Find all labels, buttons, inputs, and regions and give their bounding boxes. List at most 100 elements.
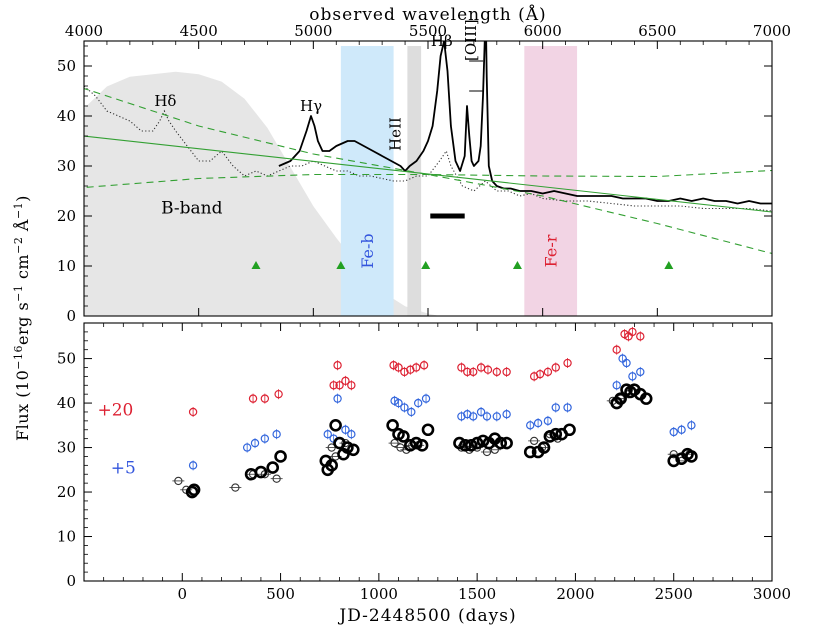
bband-flux-point: [549, 427, 563, 441]
band-flux-point: [421, 394, 431, 403]
band-flux-point: [612, 345, 621, 354]
bband-flux-point: [523, 445, 537, 459]
line-label: Hδ: [154, 92, 176, 110]
bband-label: B-band: [161, 199, 223, 219]
y-label-main: Flux (10: [13, 370, 32, 441]
series-layer: [84, 41, 772, 255]
band-flux-point: [323, 430, 332, 439]
band-flux-point: [260, 434, 270, 443]
bband-flux-point: [494, 436, 508, 450]
bottom-x-tick-label: 1500: [458, 585, 496, 603]
band-flux-point: [636, 332, 645, 341]
bband-flux-point: [347, 443, 360, 457]
continuum-window-marker: [251, 261, 261, 269]
band-flux-point: [469, 412, 478, 421]
light-curve-axes: 0 500 1000 1500 2000 2500 3000 0 10 20 30 40 50: [57, 322, 791, 603]
band-flux-point: [687, 421, 696, 430]
offset-label: +5: [111, 459, 136, 479]
band-flux-point: [188, 407, 198, 417]
band-label: Fe-r: [542, 234, 561, 267]
bband-flux-point: [341, 441, 354, 454]
band-flux-point: [463, 367, 472, 377]
offset-labels: +20 +5: [98, 401, 136, 479]
bottom-y-tick-label: 10: [57, 528, 76, 546]
band-flux-point: [502, 409, 511, 419]
band-flux-point: [394, 363, 403, 372]
band-label: Fe-b: [358, 233, 377, 268]
y-label-exp3: −2: [12, 237, 25, 254]
bband-flux-point: [470, 436, 484, 450]
band-flux-point: [469, 367, 478, 377]
bottom-x-tick-label: 1000: [360, 585, 398, 603]
bband-flux-point: [476, 434, 490, 448]
spectrum-series-0: [278, 41, 772, 205]
y-label-exp4: −1: [12, 202, 25, 219]
spectrum-panel: 4000 4500 5000 5500 6000 6500 700001020304050 …: [57, 4, 791, 325]
y-label-close: ): [13, 195, 32, 202]
band-flux-point: [612, 381, 621, 390]
band-flux-point: [242, 443, 252, 452]
bband-flux-point: [563, 423, 576, 437]
spectrum-annotations: Hδ Hγ HeII Hβ [OIII] Fe-b Fe-r B-band: [154, 19, 560, 268]
bottom-x-tick-label: 3000: [753, 585, 791, 603]
band-flux-point: [260, 394, 270, 403]
band-Fe-b: [340, 46, 394, 316]
heii-flux-point: [529, 436, 539, 446]
heii-flux-point: [490, 445, 499, 454]
y-label-units-c: Å: [12, 219, 32, 237]
top-x-tick-label: 6500: [638, 22, 676, 40]
continuum-window-marker: [664, 261, 674, 269]
band-flux-point: [492, 367, 501, 377]
bottom-y-tick-label: 50: [57, 350, 76, 368]
bband-flux-point: [185, 485, 199, 499]
band-flux-point: [457, 363, 466, 372]
top-y-tick-label: 30: [57, 157, 76, 175]
bband-flux-point: [266, 461, 280, 474]
bband-flux-point: [274, 450, 287, 463]
bband-flux-point: [614, 392, 627, 405]
bband-flux-point: [421, 423, 435, 437]
bottom-x-tick-label: 500: [266, 585, 295, 603]
spectrum-series-2: [84, 135, 772, 213]
bband-flux-point: [386, 419, 399, 432]
bband-flux-point: [543, 430, 557, 443]
bband-flux-point: [409, 436, 423, 450]
band-flux-point: [250, 438, 260, 448]
top-x-tick-label: 4500: [180, 22, 218, 40]
bband-flux-point: [639, 392, 653, 405]
top-y-tick-label: 50: [57, 57, 76, 75]
band-flux-point: [389, 361, 398, 370]
bband-flux-point: [464, 439, 478, 452]
band-flux-point: [677, 425, 686, 434]
top-y-tick-label: 20: [57, 207, 76, 225]
band-flux-point: [333, 361, 342, 370]
band-flux-point: [526, 421, 535, 430]
band-flux-point: [535, 369, 545, 379]
marker-layer: [251, 213, 674, 269]
band-flux-point: [482, 412, 492, 421]
bband-flux-point: [667, 454, 681, 468]
bband-flux-point: [500, 436, 513, 450]
line-label-rotated: [OIII]: [462, 19, 480, 61]
band-flux-point: [502, 367, 511, 377]
band-flux-point: [347, 430, 356, 439]
band-Fe-r: [524, 46, 578, 316]
band-flux-point: [628, 327, 637, 337]
bband-flux-point: [415, 439, 429, 452]
bband-flux-point: [404, 439, 417, 452]
bband-flux-point: [187, 483, 201, 497]
band-flux-point: [669, 427, 678, 437]
band-flux-point: [563, 403, 572, 412]
bband-flux-point: [254, 465, 268, 479]
continuum-window-marker: [421, 261, 431, 269]
continuum-window-marker: [336, 261, 346, 269]
band-flux-point: [419, 361, 429, 370]
spectrum-axes: 4000 4500 5000 5500 6000 6500 7000 0 10 20 30 40 50: [57, 22, 791, 325]
band-flux-point: [413, 398, 423, 408]
band-flux-point: [341, 376, 350, 386]
band-flux-point: [483, 365, 493, 374]
top-y-tick-label: 0: [66, 307, 76, 325]
y-label-exp2: −1: [12, 285, 25, 302]
band-flux-point: [394, 398, 403, 408]
